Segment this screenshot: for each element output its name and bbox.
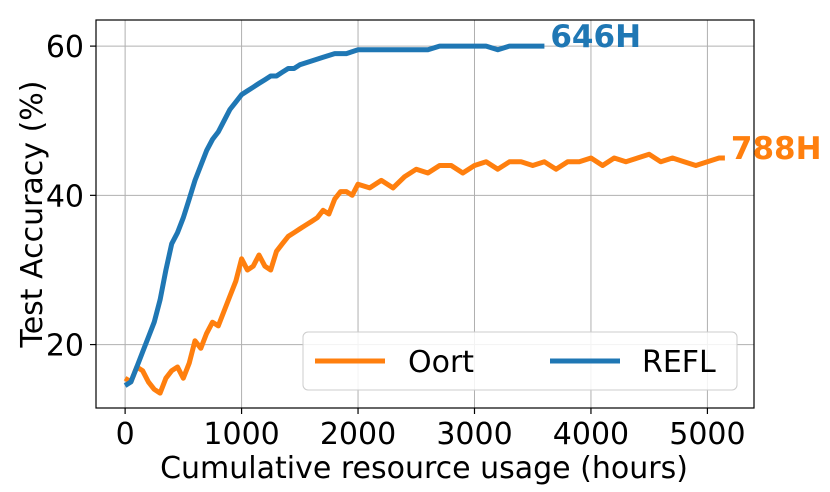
end-labels: 788H 646H	[550, 19, 821, 167]
legend-box	[302, 331, 738, 391]
x-axis-label: Cumulative resource usage (hours)	[160, 451, 688, 486]
series-line-refl	[123, 43, 545, 388]
legend-label-refl: REFL	[642, 345, 716, 380]
axis-ticks: 0 1000 2000 3000 4000 5000 20 40 60	[46, 30, 746, 452]
y-axis-label: Test Accuracy (%)	[15, 80, 50, 348]
end-label-refl: 646H	[550, 19, 641, 55]
series-line-oort	[123, 151, 725, 396]
y-tick-label: 40	[46, 179, 84, 214]
x-tick-label: 4000	[553, 417, 629, 452]
x-tick-label: 2000	[320, 417, 396, 452]
plot-frame	[95, 19, 755, 409]
x-tick-label: 0	[116, 417, 135, 452]
legend: Oort REFL	[302, 331, 738, 391]
x-tick-label: 1000	[203, 417, 279, 452]
x-tick-label: 5000	[669, 417, 745, 452]
y-tick-label: 20	[46, 329, 84, 364]
end-label-oort: 788H	[731, 131, 822, 167]
y-tick-label: 60	[46, 30, 84, 65]
x-tick-label: 3000	[436, 417, 512, 452]
series-layer	[123, 43, 725, 396]
legend-label-oort: Oort	[408, 345, 474, 380]
